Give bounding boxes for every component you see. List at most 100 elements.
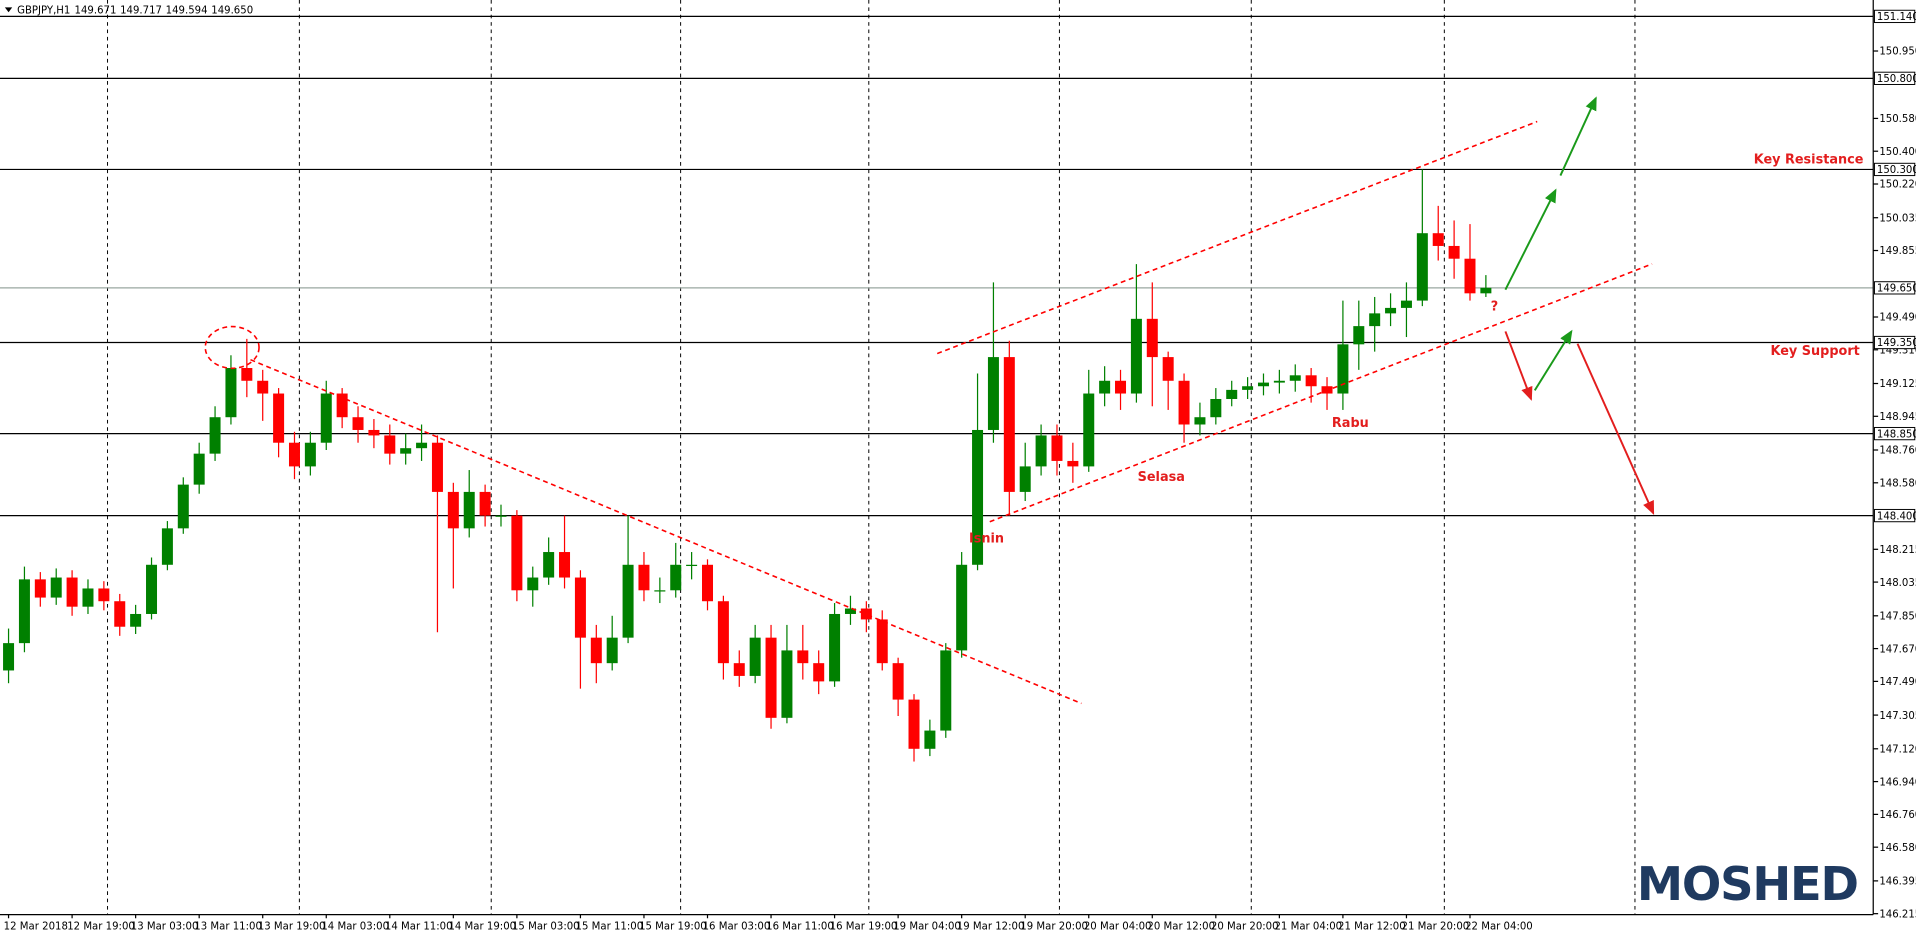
candle-body — [908, 699, 920, 749]
current-price-label: 149.650 — [1877, 284, 1916, 295]
candle-body — [1083, 393, 1095, 467]
y-tick-label: 148.215 — [1879, 545, 1916, 556]
annotation: ? — [1491, 300, 1498, 315]
x-tick-label: 20 Mar 12:00 — [1147, 921, 1215, 932]
candle-body — [972, 429, 984, 565]
y-tick-label: 150.580 — [1879, 114, 1916, 125]
y-tick-label: 148.760 — [1879, 446, 1916, 457]
y-tick-label: 146.580 — [1879, 843, 1916, 854]
menu-icon[interactable] — [4, 7, 13, 13]
level-box — [1873, 335, 1916, 350]
candle-body — [670, 564, 682, 591]
candle-body — [1115, 380, 1127, 394]
candle-body — [336, 393, 348, 418]
candle-body — [559, 552, 571, 578]
candle-body — [130, 613, 142, 627]
candle-body — [161, 528, 173, 565]
y-tick-label: 147.490 — [1879, 677, 1916, 688]
x-tick-label: 15 Mar 19:00 — [639, 921, 707, 932]
level-label: 148.400 — [1877, 511, 1916, 522]
candle-body — [511, 515, 523, 591]
candle-body — [924, 730, 936, 749]
candle-body — [400, 448, 412, 454]
candle-body — [1416, 233, 1428, 301]
candles — [3, 169, 1492, 762]
y-tick-label: 147.305 — [1879, 711, 1916, 722]
candle-body — [304, 442, 316, 467]
candle-body — [479, 491, 491, 516]
candle-body — [829, 613, 841, 682]
y-tick-label: 149.490 — [1879, 313, 1916, 324]
y-tick-label: 150.220 — [1879, 180, 1916, 191]
candle-body — [384, 435, 396, 454]
watermark: MOSHED — [1637, 857, 1858, 911]
candle-body — [940, 650, 952, 731]
level-box — [1873, 162, 1916, 177]
level-box — [1873, 9, 1916, 24]
candle-body — [702, 564, 714, 602]
x-tick-label: 13 Mar 19:00 — [258, 921, 326, 932]
candle-body — [844, 608, 856, 614]
candle-body — [1385, 307, 1397, 314]
candle-body — [1035, 435, 1047, 467]
candle-body — [1067, 460, 1079, 467]
candle-body — [447, 491, 459, 529]
y-tick-label: 148.035 — [1879, 578, 1916, 589]
candle-body — [876, 619, 888, 664]
candle-body — [1242, 386, 1254, 390]
arrows — [1504, 96, 1655, 515]
header-quote: 149.717 — [120, 5, 162, 16]
x-tick-label: 14 Mar 03:00 — [321, 921, 389, 932]
level-label: 151.140 — [1877, 12, 1916, 23]
x-tick-label: 14 Mar 11:00 — [385, 921, 453, 932]
candle-body — [98, 588, 110, 602]
y-tick-label: 148.945 — [1879, 412, 1916, 423]
candle-body — [1146, 318, 1158, 358]
candle-body — [797, 650, 809, 664]
level-label: 150.800 — [1877, 74, 1916, 85]
axis-labels: 150.950 150.580 150.400 150.220 150.035 149.8… — [4, 9, 1916, 932]
candle-body — [638, 564, 650, 591]
y-tick-label: 149.855 — [1879, 246, 1916, 257]
candle-body — [1003, 357, 1015, 492]
candle-body — [1051, 435, 1063, 461]
x-tick-label: 21 Mar 04:00 — [1274, 921, 1342, 932]
candle-body — [177, 484, 189, 529]
candle-body — [320, 393, 332, 443]
x-tick-label: 12 Mar 2018 — [4, 921, 68, 932]
candle-body — [1019, 466, 1031, 492]
candle-body — [1369, 313, 1381, 327]
y-tick-label: 150.950 — [1879, 47, 1916, 58]
y-tick-label: 147.120 — [1879, 744, 1916, 755]
candle-body — [1194, 417, 1206, 425]
candle-body — [527, 577, 539, 591]
candle-body — [34, 579, 46, 598]
candle-body — [860, 608, 872, 620]
candle-body — [225, 368, 237, 418]
candle-body — [495, 515, 507, 517]
candle-body — [3, 643, 15, 671]
candle-body — [654, 590, 666, 592]
candle-body — [1257, 382, 1269, 387]
x-tick-label: 16 Mar 11:00 — [766, 921, 834, 932]
annotation: Isnin — [969, 532, 1004, 547]
candle-body — [606, 637, 618, 664]
x-tick-label: 14 Mar 19:00 — [448, 921, 516, 932]
y-tick-label: 149.125 — [1879, 379, 1916, 390]
x-tick-label: 16 Mar 03:00 — [703, 921, 771, 932]
header-quote: 149.671 — [75, 5, 117, 16]
candle-body — [1162, 357, 1174, 381]
candle-body — [892, 663, 904, 700]
y-tick-label: 149.310 — [1879, 345, 1916, 356]
x-tick-label: 20 Mar 04:00 — [1084, 921, 1152, 932]
candle-body — [1448, 245, 1460, 259]
y-tick-label: 150.400 — [1879, 147, 1916, 158]
x-tick-label: 15 Mar 11:00 — [576, 921, 644, 932]
x-tick-label: 21 Mar 12:00 — [1338, 921, 1406, 932]
candle-body — [987, 357, 999, 430]
annotation: Rabu — [1332, 416, 1369, 431]
annotation: Key Resistance — [1754, 152, 1864, 167]
candle-body — [82, 588, 94, 607]
